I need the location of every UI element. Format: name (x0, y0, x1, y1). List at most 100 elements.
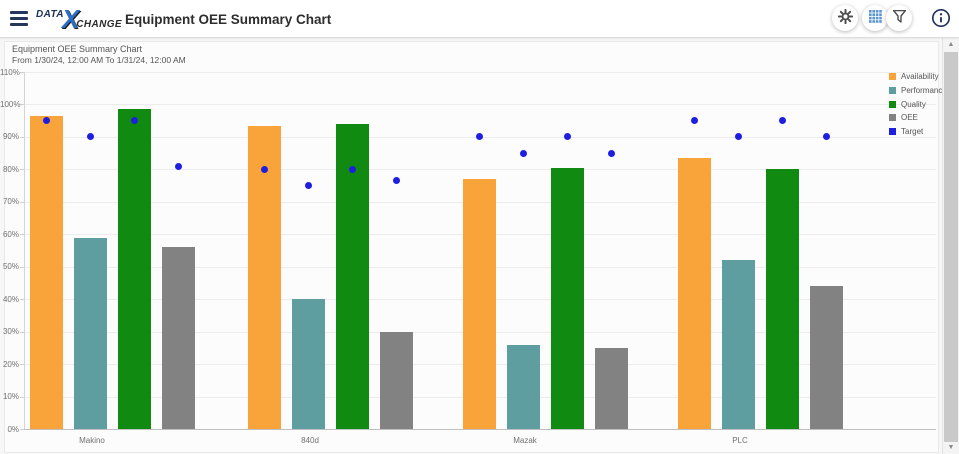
bar-performance-plc (722, 260, 755, 429)
bar-availability-plc (678, 158, 711, 429)
y-axis-tick (20, 136, 24, 138)
bar-oee-mazak (594, 347, 628, 429)
page-title: Equipment OEE Summary Chart (125, 11, 332, 27)
bar-performance-840d (292, 299, 325, 429)
y-axis-tick (20, 201, 24, 203)
y-axis-tick (20, 169, 24, 171)
chart-legend: Availability Performance Quality OEE Target (889, 70, 955, 138)
scroll-down-button[interactable]: ▼ (943, 441, 959, 454)
legend-swatch (889, 87, 896, 95)
target-dot-840d (349, 165, 356, 173)
bar-oee-840d (379, 331, 413, 429)
target-dot-mazak (476, 133, 483, 141)
x-axis-label-makino: Makino (79, 436, 105, 445)
target-dot-makino (87, 133, 94, 141)
bar-availability-makino (30, 115, 63, 429)
target-dot-plc (735, 133, 742, 141)
y-axis-tick (20, 299, 24, 301)
y-axis-label: 0% (7, 424, 19, 434)
target-dot-mazak (520, 149, 527, 157)
y-axis-tick (20, 429, 24, 430)
logo-text-x: X (61, 4, 80, 34)
filter-button[interactable] (886, 5, 912, 31)
legend-swatch (889, 100, 896, 108)
gridline (24, 104, 936, 106)
y-axis-label: 90% (2, 132, 19, 142)
x-axis-label-840d: 840d (301, 436, 319, 445)
legend-label: Target (901, 127, 924, 137)
legend-label: Availability (901, 72, 939, 82)
x-axis-label-mazak: Mazak (513, 436, 537, 445)
bar-quality-plc (766, 169, 799, 429)
bar-oee-makino (161, 247, 195, 429)
target-dot-840d (392, 177, 400, 185)
scroll-up-button[interactable]: ▲ (943, 38, 959, 51)
y-axis-tick (20, 104, 24, 106)
settings-button[interactable] (832, 5, 858, 31)
legend-swatch (889, 114, 896, 122)
legend-item-oee[interactable]: OEE (889, 111, 955, 125)
y-axis-label: 70% (2, 197, 19, 207)
bar-quality-840d (336, 123, 369, 429)
target-dot-mazak (607, 149, 615, 157)
target-dot-plc (691, 117, 698, 125)
gridline (24, 72, 936, 73)
x-axis-label-plc: PLC (732, 436, 748, 445)
y-axis-label: 110% (0, 67, 20, 77)
legend-swatch (889, 128, 896, 136)
target-dot-plc (822, 133, 830, 141)
app-header: DATA X CHANGE Equipment OEE Summary Char… (0, 0, 959, 38)
y-axis-tick (20, 266, 24, 268)
target-dot-840d (305, 182, 312, 190)
bar-performance-mazak (507, 344, 540, 429)
grid-icon (868, 10, 882, 26)
legend-item-performance[interactable]: Performance (889, 84, 955, 98)
y-axis-label: 10% (2, 392, 19, 402)
target-dot-840d (261, 165, 268, 173)
target-dot-makino (131, 117, 138, 125)
funnel-icon (892, 9, 906, 26)
legend-label: Performance (901, 86, 947, 96)
bar-availability-840d (248, 125, 281, 429)
legend-label: Quality (901, 99, 926, 109)
y-axis-tick (20, 396, 24, 398)
bar-quality-mazak (551, 167, 584, 429)
y-axis-tick (20, 364, 24, 366)
y-axis-tick (20, 72, 24, 73)
y-axis-line (24, 72, 25, 429)
logo-text-data: DATA (36, 8, 64, 20)
y-axis-tick (20, 234, 24, 236)
vertical-scrollbar[interactable]: ▲ ▼ (942, 38, 959, 454)
target-dot-plc (779, 117, 786, 125)
y-axis-label: 60% (2, 229, 19, 239)
bar-availability-mazak (463, 179, 496, 429)
legend-item-availability[interactable]: Availability (889, 70, 955, 84)
y-axis-label: 100% (0, 99, 21, 109)
y-axis-tick (20, 331, 24, 333)
grid-view-button[interactable] (862, 5, 888, 31)
target-dot-makino (43, 117, 50, 125)
gridline (24, 169, 936, 171)
gear-icon (837, 8, 853, 27)
scrollbar-thumb[interactable] (944, 52, 958, 442)
x-axis-line (24, 429, 936, 430)
legend-item-quality[interactable]: Quality (889, 97, 955, 111)
y-axis-label: 40% (2, 294, 19, 304)
bar-performance-makino (74, 237, 107, 429)
chart-title: Equipment OEE Summary Chart (12, 44, 143, 54)
y-axis-label: 80% (2, 164, 19, 174)
logo-text-change: CHANGE (76, 18, 122, 30)
info-button[interactable] (930, 8, 952, 30)
legend-label: OEE (901, 113, 918, 123)
legend-item-target[interactable]: Target (889, 125, 955, 139)
y-axis-label: 50% (2, 262, 19, 272)
legend-swatch (889, 73, 896, 81)
info-icon (931, 8, 951, 31)
y-axis-label: 20% (2, 359, 19, 369)
bar-oee-plc (809, 286, 843, 429)
menu-hamburger-icon[interactable] (10, 11, 28, 26)
bar-quality-makino (118, 109, 151, 429)
target-dot-mazak (564, 133, 571, 141)
